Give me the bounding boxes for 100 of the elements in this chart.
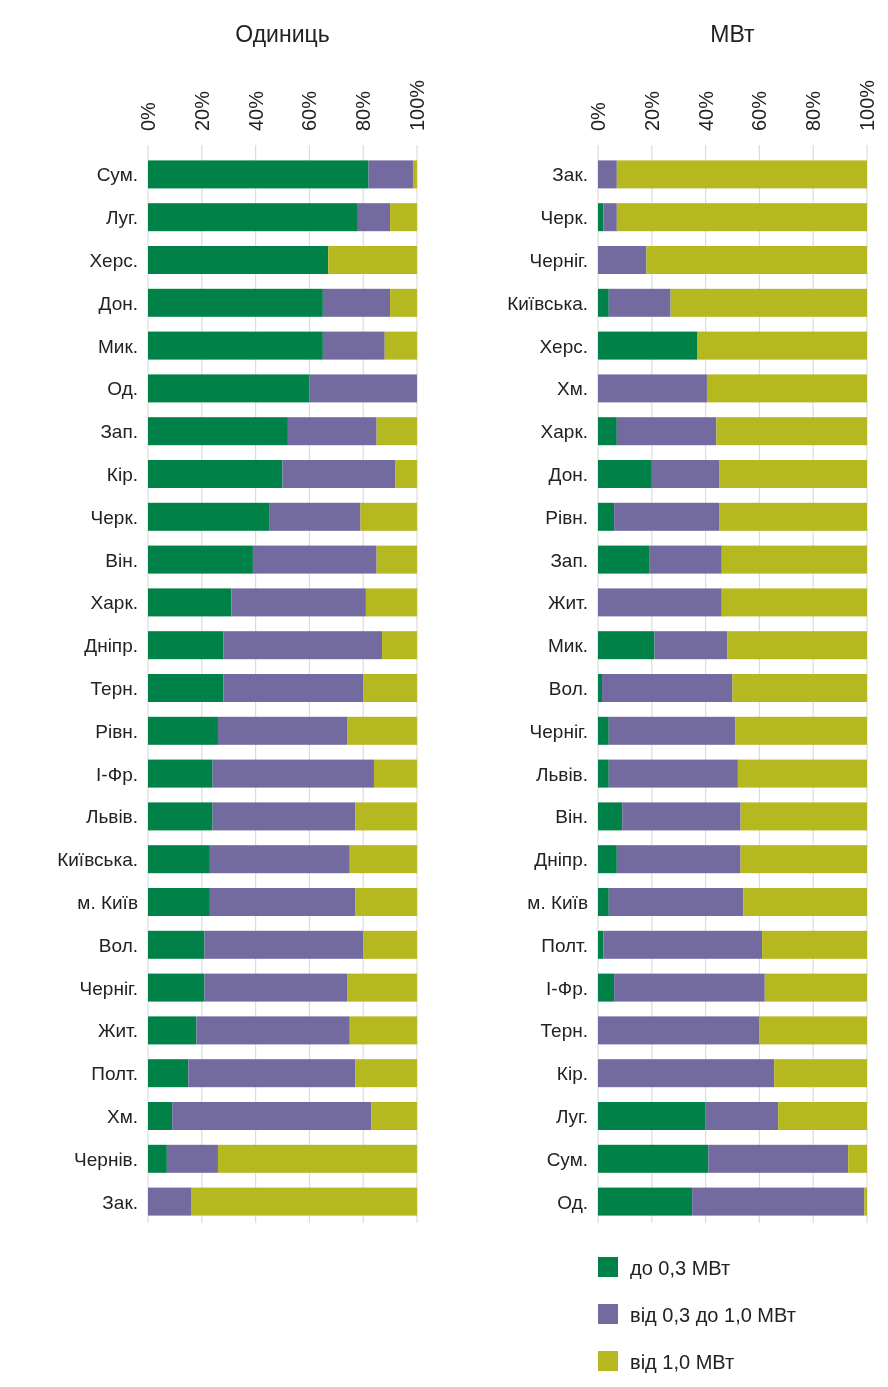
bar bbox=[719, 460, 867, 488]
bar bbox=[598, 888, 609, 916]
y-tick-label: Черк. bbox=[540, 207, 588, 229]
bar bbox=[598, 460, 652, 488]
y-tick-label: Зак. bbox=[102, 1191, 138, 1213]
bar bbox=[598, 417, 617, 446]
legend-label: до 0,3 МВт bbox=[630, 1257, 731, 1279]
y-tick-label: м. Київ bbox=[527, 892, 588, 913]
bar bbox=[209, 888, 356, 916]
bar bbox=[778, 1102, 867, 1130]
bar bbox=[616, 845, 741, 874]
bar bbox=[191, 1187, 417, 1216]
bar bbox=[148, 845, 210, 874]
bar bbox=[148, 203, 358, 232]
bar bbox=[196, 1016, 350, 1045]
bar bbox=[148, 545, 253, 574]
bar bbox=[349, 845, 417, 874]
bar bbox=[217, 1144, 417, 1173]
bar bbox=[646, 246, 867, 274]
bar bbox=[376, 545, 417, 574]
y-tick-label: Хм. bbox=[556, 378, 588, 400]
bar bbox=[309, 374, 417, 403]
y-tick-label: Зап. bbox=[100, 421, 138, 443]
bar bbox=[598, 716, 609, 745]
bar bbox=[598, 160, 617, 189]
bar bbox=[774, 1059, 867, 1088]
y-tick-label: Луг. bbox=[555, 1106, 588, 1127]
bar bbox=[412, 160, 417, 189]
bar bbox=[172, 1102, 372, 1130]
bar bbox=[355, 802, 417, 831]
y-tick-label: м. Київ bbox=[77, 892, 138, 913]
bar bbox=[148, 1144, 167, 1173]
bar bbox=[622, 802, 741, 831]
bar bbox=[848, 1144, 867, 1173]
bar bbox=[598, 1059, 775, 1088]
bar bbox=[322, 331, 385, 360]
bar bbox=[148, 374, 310, 403]
bar bbox=[373, 759, 417, 788]
bar bbox=[148, 331, 323, 360]
bar bbox=[598, 802, 623, 831]
bar bbox=[382, 631, 417, 660]
bar bbox=[740, 802, 867, 831]
bar bbox=[762, 930, 867, 959]
bar bbox=[166, 1144, 218, 1173]
bar bbox=[347, 973, 417, 1002]
y-tick-label: Мик. bbox=[97, 335, 138, 357]
y-tick-label: Кір. bbox=[106, 464, 138, 485]
y-tick-label: Од. bbox=[107, 378, 138, 400]
y-tick-label: Черк. bbox=[90, 506, 138, 528]
y-tick-label: Дон. bbox=[98, 292, 138, 314]
bar bbox=[148, 1016, 197, 1045]
bar bbox=[148, 1187, 192, 1216]
bar bbox=[692, 1187, 865, 1216]
bar bbox=[737, 759, 867, 788]
y-tick-label: Вол. bbox=[548, 678, 588, 699]
bar bbox=[598, 1016, 760, 1045]
y-tick-label: Полт. bbox=[541, 934, 588, 956]
x-tick-label: 60% bbox=[298, 90, 321, 131]
y-tick-label: Київська. bbox=[57, 849, 138, 871]
bar bbox=[608, 888, 744, 916]
bar bbox=[608, 288, 671, 317]
y-tick-label: Харк. bbox=[90, 592, 138, 614]
bar bbox=[363, 674, 417, 702]
bar bbox=[598, 674, 603, 702]
bar bbox=[204, 930, 364, 959]
y-tick-label: І-Фр. bbox=[546, 977, 588, 999]
bar bbox=[212, 759, 374, 788]
bar bbox=[602, 674, 733, 702]
chart-title: МВт bbox=[710, 21, 756, 47]
bar bbox=[148, 246, 329, 274]
bar bbox=[357, 203, 391, 232]
y-tick-label: Сум. bbox=[546, 1148, 588, 1170]
y-tick-label: Львів. bbox=[535, 763, 588, 785]
y-tick-label: Луг. bbox=[105, 207, 138, 229]
bar bbox=[598, 502, 615, 531]
bar bbox=[603, 203, 617, 232]
x-tick-label: 100% bbox=[406, 79, 428, 131]
bar bbox=[705, 1102, 779, 1130]
bar bbox=[743, 888, 867, 916]
y-tick-label: Мик. bbox=[547, 635, 588, 657]
y-tick-label: Жит. bbox=[547, 592, 588, 614]
bar bbox=[371, 1102, 417, 1130]
x-tick-label: 0% bbox=[587, 101, 609, 131]
bar bbox=[721, 545, 867, 574]
bar bbox=[598, 203, 604, 232]
bar bbox=[209, 845, 350, 874]
x-tick-label: 0% bbox=[137, 101, 159, 131]
bar bbox=[614, 973, 765, 1002]
bar bbox=[649, 545, 722, 574]
bar bbox=[376, 417, 417, 446]
y-tick-label: Харк. bbox=[540, 421, 588, 443]
bar bbox=[223, 631, 383, 660]
bar bbox=[384, 331, 417, 360]
bar bbox=[616, 160, 867, 189]
bar bbox=[864, 1187, 867, 1216]
bar bbox=[269, 502, 361, 531]
y-tick-label: Дон. bbox=[548, 464, 588, 485]
y-tick-label: Дніпр. bbox=[534, 849, 588, 871]
bar bbox=[390, 203, 417, 232]
x-tick-label: 40% bbox=[694, 90, 717, 131]
